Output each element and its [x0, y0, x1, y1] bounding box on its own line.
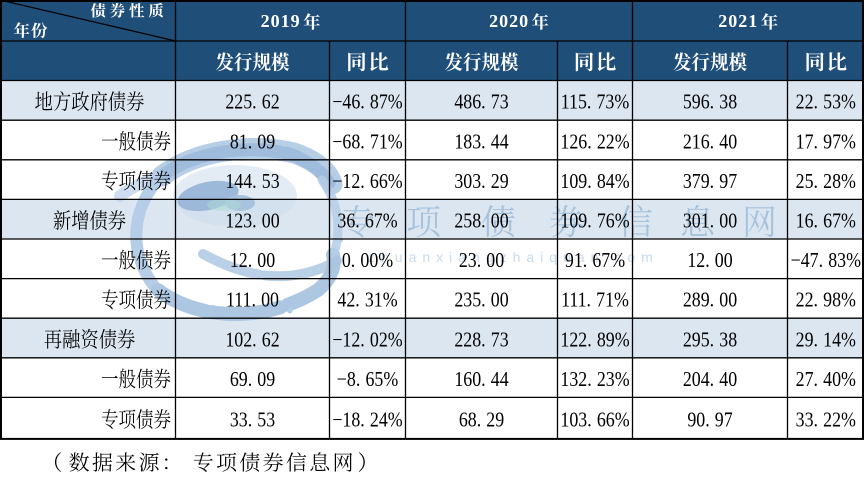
svg-text:zhuanxiangzhaiquan.com: zhuanxiangzhaiquan.com — [368, 249, 659, 265]
svg-text:36.67%: 36. 67% — [337, 210, 397, 233]
svg-text:22.98%: 22. 98% — [796, 290, 856, 313]
svg-text:−47.83%: −47. 83% — [791, 250, 861, 273]
svg-text:183.44: 183. 44 — [454, 131, 509, 154]
svg-text:22.53%: 22. 53% — [796, 91, 856, 114]
svg-text:596.38: 596. 38 — [683, 91, 737, 114]
svg-text:16.67%: 16. 67% — [796, 210, 856, 233]
svg-text:144.53: 144. 53 — [225, 171, 279, 194]
svg-text:17.97%: 17. 97% — [796, 131, 856, 154]
svg-text:2020: 2020 — [489, 11, 529, 31]
svg-text:235.00: 235. 00 — [454, 290, 508, 313]
svg-text:2019: 2019 — [261, 11, 301, 31]
svg-text:204.40: 204. 40 — [683, 369, 737, 392]
svg-text:160.44: 160. 44 — [454, 369, 509, 392]
svg-text:216.40: 216. 40 — [683, 131, 737, 154]
svg-text:111.00: 111. 00 — [226, 290, 279, 313]
svg-text:29.14%: 29. 14% — [796, 329, 856, 352]
svg-text:91.67%: 91. 67% — [565, 250, 625, 273]
svg-text:258.00: 258. 00 — [454, 210, 508, 233]
svg-text:123.00: 123. 00 — [225, 210, 279, 233]
svg-text:228.73: 228. 73 — [454, 329, 508, 352]
svg-text:0.00%: 0. 00% — [342, 250, 393, 273]
svg-text:225.62: 225. 62 — [225, 91, 279, 114]
svg-text:486.73: 486. 73 — [454, 91, 508, 114]
svg-text:−8.65%: −8. 65% — [337, 369, 398, 392]
svg-text:25.28%: 25. 28% — [796, 171, 856, 194]
svg-text:295.38: 295. 38 — [683, 329, 737, 352]
svg-text:303.29: 303. 29 — [454, 171, 508, 194]
svg-text:27.40%: 27. 40% — [796, 369, 856, 392]
svg-text:379.97: 379. 97 — [683, 171, 738, 194]
svg-text:301.00: 301. 00 — [683, 210, 737, 233]
svg-text:102.62: 102. 62 — [225, 329, 279, 352]
svg-text:42.31%: 42. 31% — [337, 290, 397, 313]
svg-text:289.00: 289. 00 — [683, 290, 737, 313]
svg-text:33.22%: 33. 22% — [796, 409, 856, 432]
svg-text:2021: 2021 — [718, 11, 758, 31]
